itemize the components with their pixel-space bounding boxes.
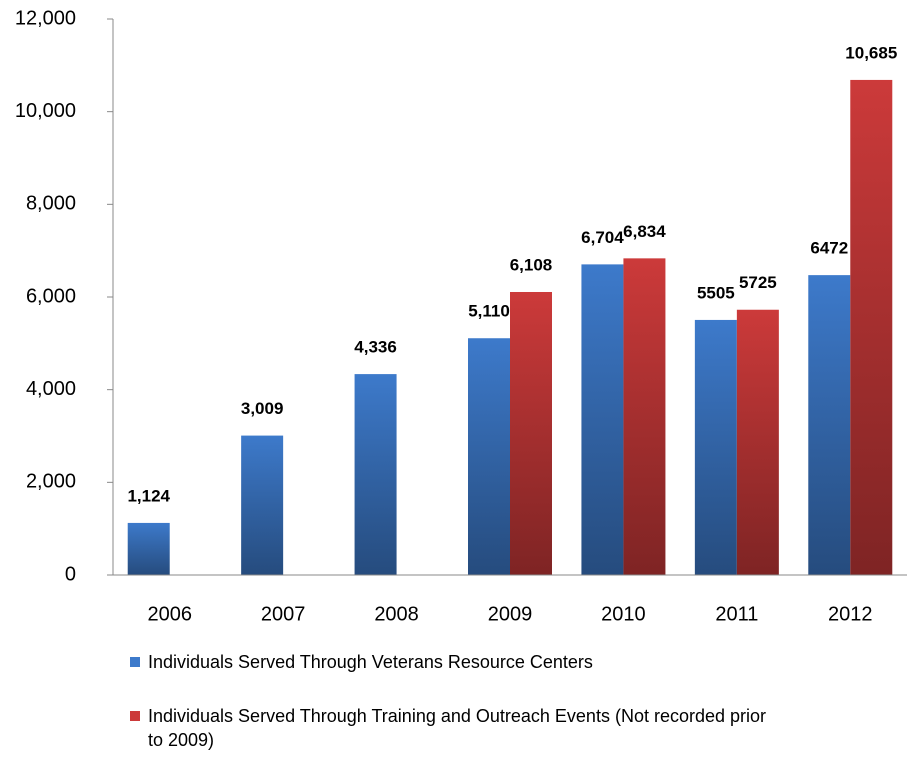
legend-label: Individuals Served Through Veterans Reso… bbox=[148, 652, 593, 672]
bar bbox=[468, 338, 510, 575]
bar bbox=[510, 291, 552, 575]
x-tick-label: 2008 bbox=[374, 603, 419, 625]
legend-item: Individuals Served Through Training and … bbox=[130, 704, 770, 752]
data-label: 6,704 bbox=[581, 228, 624, 247]
y-tick-label: 4,000 bbox=[26, 378, 76, 400]
data-label: 10,685 bbox=[845, 43, 897, 62]
bar bbox=[808, 275, 851, 575]
data-label: 6,834 bbox=[623, 222, 666, 241]
x-tick-label: 2007 bbox=[261, 603, 306, 625]
y-tick-label: 6,000 bbox=[26, 285, 76, 307]
legend: Individuals Served Through Veterans Reso… bbox=[130, 650, 770, 768]
data-label: 3,009 bbox=[241, 399, 284, 418]
data-label: 6472 bbox=[810, 239, 848, 258]
plot: 0 2,000 4,000 6,000 8,000 10,000 12,000 2006 1,1… bbox=[15, 7, 907, 625]
data-label: 4,336 bbox=[354, 338, 397, 357]
data-label: 5,110 bbox=[468, 302, 510, 321]
legend-swatch bbox=[130, 657, 140, 667]
data-label: 5505 bbox=[697, 283, 735, 302]
y-tick-label: 8,000 bbox=[26, 193, 76, 215]
x-tick-label: 2009 bbox=[488, 603, 533, 625]
bar bbox=[736, 309, 779, 575]
legend-item: Individuals Served Through Veterans Reso… bbox=[130, 650, 770, 674]
x-tick-label: 2011 bbox=[715, 603, 758, 625]
bar bbox=[581, 264, 624, 575]
bar bbox=[694, 319, 737, 575]
y-tick-label: 2,000 bbox=[26, 471, 76, 493]
data-label: 1,124 bbox=[127, 486, 170, 505]
x-tick-label: 2006 bbox=[147, 603, 192, 625]
x-tick-label: 2012 bbox=[828, 603, 873, 625]
y-tick-label: 0 bbox=[65, 563, 76, 585]
legend-label: Individuals Served Through Training and … bbox=[148, 706, 767, 750]
legend-swatch bbox=[130, 711, 140, 721]
x-tick-label: 2010 bbox=[601, 603, 646, 625]
bar bbox=[127, 522, 170, 575]
bar bbox=[850, 79, 893, 575]
bar bbox=[241, 435, 284, 575]
data-label: 6,108 bbox=[510, 255, 553, 274]
y-tick-label: 10,000 bbox=[15, 100, 76, 122]
bar bbox=[623, 258, 666, 575]
y-tick-label: 12,000 bbox=[15, 7, 76, 29]
data-label: 5725 bbox=[739, 273, 777, 292]
bar bbox=[354, 374, 397, 575]
